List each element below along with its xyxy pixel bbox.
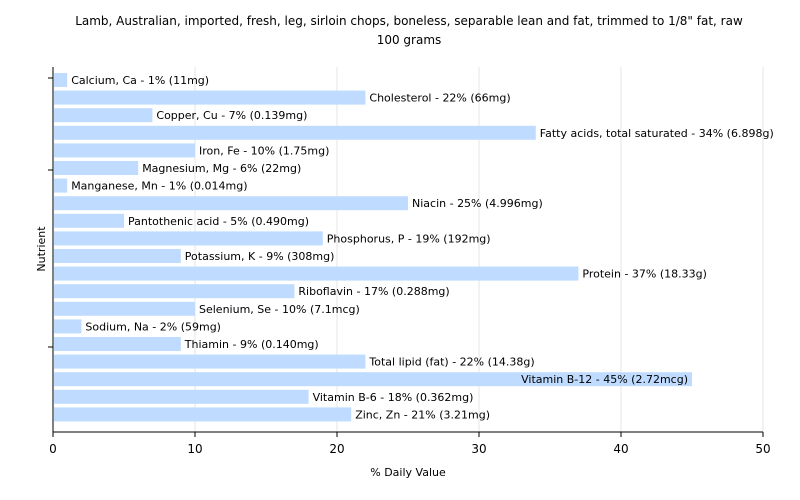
bar-label: Copper, Cu - 7% (0.139mg) bbox=[156, 109, 307, 122]
bar bbox=[54, 407, 352, 422]
bar-label: Pantothenic acid - 5% (0.490mg) bbox=[128, 215, 309, 228]
bar-label: Fatty acids, total saturated - 34% (6.89… bbox=[540, 127, 774, 140]
x-tick-label: 20 bbox=[329, 442, 344, 456]
bar bbox=[54, 249, 181, 263]
bar-label: Cholesterol - 22% (66mg) bbox=[369, 92, 510, 105]
bar bbox=[54, 178, 68, 193]
x-tick-label: 40 bbox=[613, 442, 628, 456]
bar-label: Vitamin B-6 - 18% (0.362mg) bbox=[313, 391, 474, 404]
bar bbox=[54, 125, 536, 140]
bar-label: Iron, Fe - 10% (1.75mg) bbox=[199, 144, 329, 157]
chart-title: Lamb, Australian, imported, fresh, leg, … bbox=[75, 14, 743, 28]
bar bbox=[54, 284, 295, 299]
bar-label: Sodium, Na - 2% (59mg) bbox=[85, 320, 221, 333]
bar-label: Niacin - 25% (4.996mg) bbox=[412, 197, 543, 210]
bar bbox=[54, 90, 366, 105]
bar bbox=[54, 143, 195, 158]
bar bbox=[54, 73, 68, 87]
bars bbox=[54, 73, 692, 422]
data-labels: Calcium, Ca - 1% (11mg) Cholesterol - 22%… bbox=[71, 74, 774, 421]
bar-label: Magnesium, Mg - 6% (22mg) bbox=[142, 162, 301, 175]
bar bbox=[54, 266, 579, 281]
bar-label: Potassium, K - 9% (308mg) bbox=[185, 250, 335, 263]
bar bbox=[54, 213, 124, 228]
chart-subtitle: 100 grams bbox=[377, 33, 442, 47]
bar-label: Riboflavin - 17% (0.288mg) bbox=[298, 285, 449, 298]
bar-label: Selenium, Se - 10% (7.1mcg) bbox=[199, 303, 360, 316]
bar-label: Phosphorus, P - 19% (192mg) bbox=[327, 232, 491, 245]
bar bbox=[54, 161, 139, 175]
x-tick-label: 10 bbox=[187, 442, 202, 456]
x-tick-label: 50 bbox=[755, 442, 770, 456]
bar bbox=[54, 354, 366, 369]
bar bbox=[54, 337, 181, 351]
bar bbox=[54, 389, 309, 404]
bar bbox=[54, 196, 408, 211]
x-tick-label: 0 bbox=[49, 442, 57, 456]
bar-label: Vitamin B-12 - 45% (2.72mcg) bbox=[521, 373, 688, 386]
axes bbox=[48, 67, 763, 433]
bar-label: Zinc, Zn - 21% (3.21mg) bbox=[355, 408, 490, 421]
bar-label: Manganese, Mn - 1% (0.014mg) bbox=[71, 180, 247, 193]
bar-label: Total lipid (fat) - 22% (14.38g) bbox=[368, 356, 534, 369]
bar bbox=[54, 231, 323, 246]
bar bbox=[54, 319, 82, 334]
bar bbox=[54, 108, 153, 123]
bar-label: Calcium, Ca - 1% (11mg) bbox=[71, 74, 209, 87]
bar bbox=[54, 301, 195, 316]
x-axis-label: % Daily Value bbox=[370, 466, 446, 479]
x-ticks: 0 10 20 30 40 50 bbox=[49, 432, 771, 456]
bar-label: Protein - 37% (18.33g) bbox=[582, 268, 707, 281]
bar bbox=[54, 372, 692, 387]
y-axis-label: Nutrient bbox=[35, 226, 48, 272]
bar-label: Thiamin - 9% (0.140mg) bbox=[184, 338, 319, 351]
x-tick-label: 30 bbox=[471, 442, 486, 456]
